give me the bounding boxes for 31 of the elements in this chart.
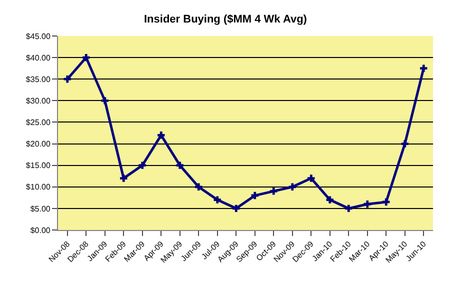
y-tick-label: $35.00 xyxy=(26,74,51,84)
y-tick-label: $15.00 xyxy=(26,161,51,170)
y-tick-label: $0.00 xyxy=(30,226,51,235)
point xyxy=(364,200,371,208)
point xyxy=(64,76,71,83)
point xyxy=(101,97,108,104)
point xyxy=(401,140,408,148)
point xyxy=(82,54,90,62)
point xyxy=(158,132,165,139)
point xyxy=(214,196,221,204)
point xyxy=(288,183,296,190)
point xyxy=(251,192,258,200)
point xyxy=(382,198,390,206)
y-tick-label: $5.00 xyxy=(30,204,51,214)
point xyxy=(308,174,315,182)
point xyxy=(176,162,184,169)
point xyxy=(138,162,146,169)
y-tick-label: $20.00 xyxy=(26,140,51,149)
point xyxy=(195,183,202,190)
point xyxy=(420,64,428,72)
point xyxy=(326,196,334,204)
point xyxy=(345,204,352,212)
y-tick-label: $10.00 xyxy=(26,182,51,192)
point xyxy=(120,174,128,182)
y-tick-label: $45.00 xyxy=(26,32,51,41)
y-tick-label: $30.00 xyxy=(26,96,51,106)
point xyxy=(270,188,278,195)
chart-title: Insider Buying ($MM 4 Wk Avg) xyxy=(144,13,308,26)
point xyxy=(232,204,240,212)
y-tick-label: $40.00 xyxy=(26,53,51,62)
y-tick-label: $25.00 xyxy=(26,118,51,128)
